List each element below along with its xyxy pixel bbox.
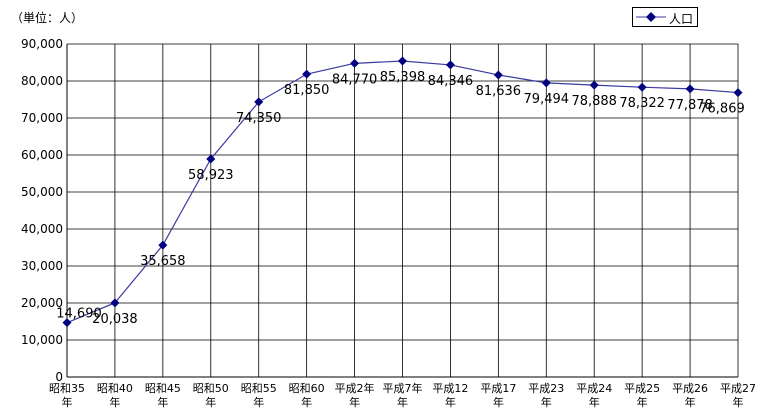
- data-label: 77,878: [667, 98, 713, 113]
- x-tick-label-suffix: 年: [62, 395, 73, 409]
- data-label: 84,346: [428, 74, 474, 89]
- x-tick-label-suffix: 年: [253, 395, 264, 409]
- unit-label: （単位：人）: [11, 11, 84, 25]
- data-label: 79,494: [524, 92, 570, 107]
- x-tick-label-suffix: 年: [685, 395, 696, 409]
- y-tick-label: 50,000: [21, 185, 63, 199]
- x-tick-label-suffix: 年: [349, 395, 360, 409]
- data-label: 78,888: [571, 94, 617, 109]
- x-tick-label-suffix: 年: [541, 395, 552, 409]
- data-point: [685, 84, 695, 94]
- x-tick-label-suffix: 年: [397, 395, 408, 409]
- data-label: 58,923: [188, 168, 234, 183]
- x-tick-label-suffix: 年: [589, 395, 600, 409]
- data-point: [254, 97, 264, 107]
- x-tick-label: 平成12: [432, 382, 468, 395]
- x-tick-label: 昭和45: [145, 382, 181, 395]
- data-point: [445, 60, 455, 70]
- y-tick-label: 20,000: [21, 296, 63, 310]
- y-tick-label: 40,000: [21, 222, 63, 236]
- x-tick-label-suffix: 年: [733, 395, 744, 409]
- data-point: [398, 56, 407, 66]
- y-tick-label: 70,000: [21, 111, 63, 125]
- legend-marker-icon: [636, 12, 666, 22]
- x-tick-label-suffix: 年: [301, 395, 312, 409]
- x-tick-label-suffix: 年: [445, 395, 456, 409]
- data-point: [733, 88, 743, 98]
- data-point: [493, 70, 503, 80]
- data-point: [589, 80, 599, 90]
- data-point: [110, 298, 120, 308]
- x-tick-label: 昭和55: [241, 382, 277, 395]
- data-point: [62, 318, 72, 328]
- x-tick-label-suffix: 年: [493, 395, 504, 409]
- data-point: [206, 154, 216, 164]
- y-tick-label: 30,000: [21, 259, 63, 273]
- data-label: 78,322: [619, 96, 665, 111]
- data-point: [302, 69, 312, 79]
- x-tick-label-suffix: 年: [157, 395, 168, 409]
- x-tick-label: 平成2年: [335, 381, 375, 395]
- data-point: [350, 58, 360, 68]
- x-tick-label: 昭和50: [193, 382, 229, 395]
- x-tick-label: 平成24: [576, 382, 612, 395]
- data-label: 85,398: [380, 70, 426, 85]
- data-label: 84,770: [332, 72, 378, 87]
- y-tick-label: 0: [55, 370, 63, 384]
- y-tick-label: 10,000: [21, 333, 63, 347]
- data-label: 20,038: [92, 312, 138, 327]
- legend-series-label: 人口: [669, 12, 694, 26]
- y-tick-label: 80,000: [21, 74, 63, 88]
- x-tick-label: 昭和35: [49, 382, 85, 395]
- data-label: 81,636: [476, 84, 522, 99]
- data-point: [637, 82, 647, 92]
- x-tick-label: 平成23: [528, 382, 564, 395]
- x-tick-label: 平成27: [720, 382, 756, 395]
- data-label: 74,350: [236, 111, 282, 126]
- data-label: 35,658: [140, 254, 186, 269]
- x-tick-label-suffix: 年: [205, 395, 216, 409]
- data-label: 14,690: [56, 307, 102, 322]
- x-tick-label: 昭和40: [97, 382, 133, 395]
- x-tick-label: 平成25: [624, 382, 660, 395]
- data-label: 76,869: [699, 102, 745, 117]
- y-tick-label: 90,000: [21, 37, 63, 51]
- x-tick-label: 平成17: [480, 382, 516, 395]
- x-tick-label-suffix: 年: [637, 395, 648, 409]
- x-tick-label: 昭和60: [289, 382, 325, 395]
- data-label: 81,850: [284, 83, 330, 98]
- legend: 人口: [632, 7, 698, 27]
- x-tick-label-suffix: 年: [109, 395, 120, 409]
- data-point: [158, 240, 168, 250]
- y-tick-label: 60,000: [21, 148, 63, 162]
- x-tick-label: 平成26: [672, 382, 708, 395]
- data-point: [541, 78, 551, 88]
- x-tick-label: 平成7年: [383, 381, 423, 395]
